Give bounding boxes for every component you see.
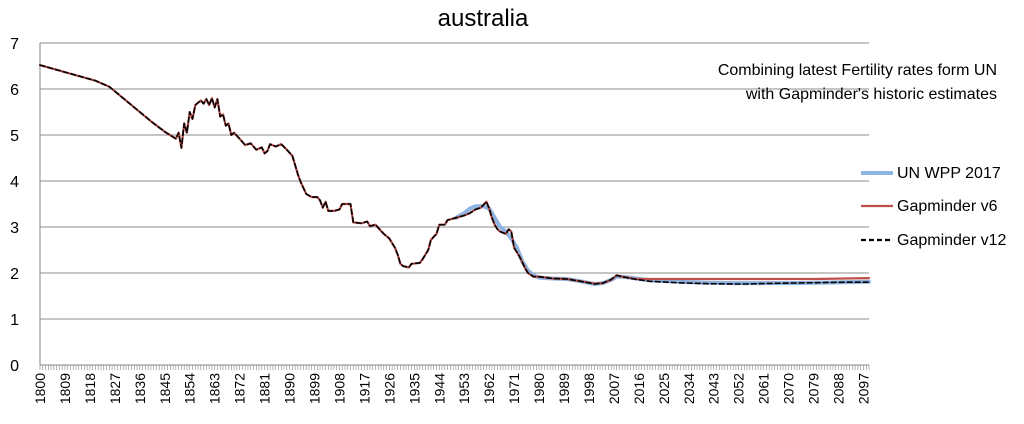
x-tick-label: 1953: [456, 373, 472, 404]
annotation-line-1: Combining latest Fertility rates form UN: [718, 62, 997, 79]
x-tick-label: 1818: [82, 373, 98, 404]
x-tick-label: 1836: [132, 373, 148, 404]
x-tick-label: 2052: [731, 373, 747, 404]
x-tick-label: 1845: [157, 373, 173, 404]
y-axis-ticks: 0 1 2 3 4 5 6 7: [10, 36, 19, 375]
series-line-3: [39, 64, 870, 285]
x-tick-label: 1926: [381, 373, 397, 404]
x-tick-label: 1971: [506, 373, 522, 404]
chart-annotation: Combining latest Fertility rates form UN…: [718, 62, 997, 103]
x-tick-label: 1863: [207, 373, 223, 404]
x-tick-label: 1908: [331, 373, 347, 404]
x-tick-label: 1935: [406, 373, 422, 404]
annotation-line-2: with Gapminder's historic estimates: [745, 86, 997, 103]
x-tick-label: 1800: [32, 373, 48, 404]
y-tick-label: 7: [10, 36, 19, 53]
legend: UN WPP 2017 Gapminder v6 Gapminder v12: [861, 165, 1006, 249]
x-axis-ticks: 1800 1809 1818 1827 1836 1845 1854 1863 1872 1881…: [32, 365, 871, 404]
x-tick-label: 2097: [855, 373, 871, 404]
x-tick-label: 1881: [257, 373, 273, 404]
x-tick-label: 2034: [681, 373, 697, 404]
x-tick-label: 1827: [107, 373, 123, 404]
y-tick-label: 4: [10, 174, 19, 191]
x-tick-label: 1998: [581, 373, 597, 404]
x-tick-label: 2043: [706, 373, 722, 404]
x-tick-label: 1962: [481, 373, 497, 404]
x-tick-label: 1809: [57, 373, 73, 404]
y-tick-label: 1: [10, 312, 19, 329]
y-tick-label: 0: [10, 358, 19, 375]
x-tick-label: 2079: [806, 373, 822, 404]
x-tick-label: 1854: [182, 373, 198, 404]
x-tick-label: 2016: [631, 373, 647, 404]
x-tick-label: 1980: [531, 373, 547, 404]
gridlines: [39, 42, 869, 366]
y-tick-label: 5: [10, 128, 19, 145]
x-tick-label: 1989: [556, 373, 572, 404]
x-tick-label: 1917: [356, 373, 372, 404]
series-lines: [38, 63, 871, 286]
x-tick-label: 1872: [232, 373, 248, 404]
legend-label: Gapminder v6: [897, 198, 998, 215]
x-tick-label: 1890: [282, 373, 298, 404]
series-line-1: [453, 204, 871, 286]
legend-label: Gapminder v12: [897, 232, 1006, 249]
chart-title: australia: [438, 5, 529, 32]
x-tick-label: 2025: [656, 373, 672, 404]
x-tick-label: 2070: [781, 373, 797, 404]
y-tick-label: 2: [10, 266, 19, 283]
series-line-2: [38, 63, 871, 285]
y-tick-label: 3: [10, 220, 19, 237]
x-tick-label: 1899: [306, 373, 322, 404]
x-tick-label: 2007: [606, 373, 622, 404]
legend-label: UN WPP 2017: [897, 165, 1001, 182]
y-tick-label: 6: [10, 82, 19, 99]
x-tick-label: 1944: [431, 373, 447, 404]
x-tick-label: 2061: [756, 373, 772, 404]
x-tick-label: 2088: [831, 373, 847, 404]
